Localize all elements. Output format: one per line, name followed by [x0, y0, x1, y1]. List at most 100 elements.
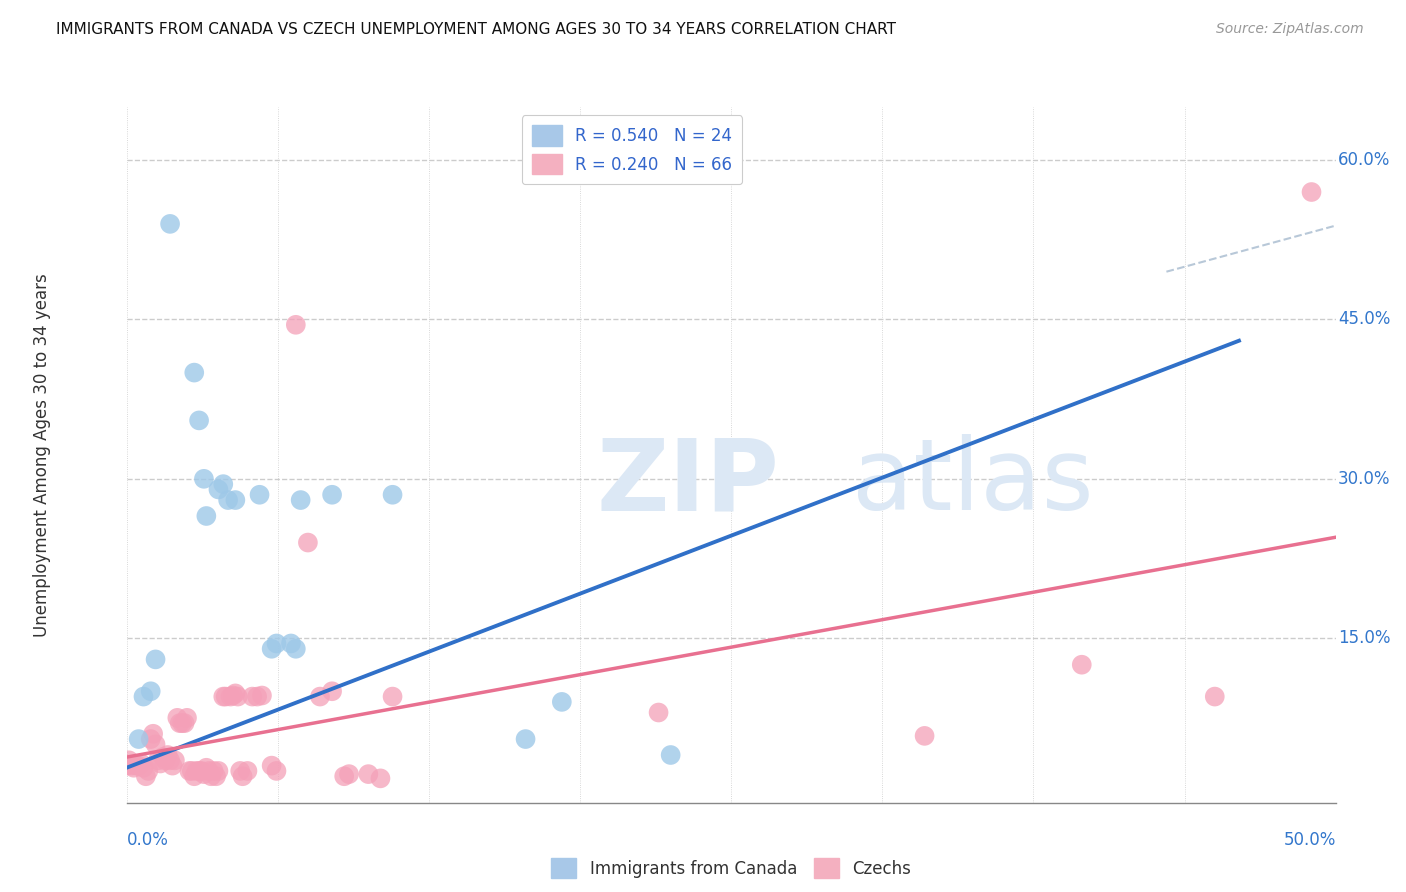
- Point: [260, 641, 283, 656]
- Point: [118, 753, 141, 767]
- Point: [120, 758, 142, 772]
- Point: [159, 217, 181, 231]
- Point: [136, 764, 159, 778]
- Point: [284, 318, 307, 332]
- Point: [195, 761, 218, 775]
- Point: [246, 690, 269, 704]
- Text: 50.0%: 50.0%: [1284, 830, 1336, 848]
- Point: [149, 756, 172, 771]
- Point: [321, 488, 343, 502]
- Point: [659, 747, 682, 762]
- Point: [188, 764, 211, 778]
- Text: 30.0%: 30.0%: [1339, 470, 1391, 488]
- Point: [176, 711, 198, 725]
- Point: [280, 636, 302, 650]
- Point: [129, 756, 152, 771]
- Point: [155, 753, 177, 767]
- Point: [202, 764, 225, 778]
- Point: [266, 636, 288, 650]
- Point: [240, 690, 263, 704]
- Point: [914, 729, 936, 743]
- Legend: Immigrants from Canada, Czechs: Immigrants from Canada, Czechs: [544, 851, 918, 885]
- Point: [551, 695, 574, 709]
- Point: [217, 493, 239, 508]
- Point: [224, 493, 246, 508]
- Point: [284, 641, 307, 656]
- Text: 15.0%: 15.0%: [1339, 629, 1391, 648]
- Point: [159, 753, 181, 767]
- Point: [266, 764, 288, 778]
- Point: [249, 488, 271, 502]
- Point: [145, 738, 167, 752]
- Text: Source: ZipAtlas.com: Source: ZipAtlas.com: [1216, 22, 1364, 37]
- Point: [212, 477, 235, 491]
- Point: [183, 769, 205, 783]
- Point: [162, 758, 184, 772]
- Point: [229, 764, 252, 778]
- Point: [337, 767, 360, 781]
- Point: [142, 727, 165, 741]
- Text: 60.0%: 60.0%: [1339, 151, 1391, 169]
- Point: [200, 769, 222, 783]
- Text: ZIP: ZIP: [596, 434, 779, 532]
- Point: [179, 764, 201, 778]
- Point: [381, 488, 404, 502]
- Point: [370, 772, 392, 786]
- Point: [321, 684, 343, 698]
- Text: 45.0%: 45.0%: [1339, 310, 1391, 328]
- Point: [139, 732, 162, 747]
- Point: [156, 747, 179, 762]
- Point: [224, 686, 246, 700]
- Point: [226, 690, 249, 704]
- Point: [183, 366, 205, 380]
- Point: [152, 750, 174, 764]
- Point: [128, 732, 150, 747]
- Point: [215, 690, 238, 704]
- Point: [193, 472, 215, 486]
- Point: [197, 764, 219, 778]
- Point: [1070, 657, 1092, 672]
- Point: [207, 764, 229, 778]
- Text: 0.0%: 0.0%: [127, 830, 169, 848]
- Point: [135, 769, 157, 783]
- Point: [647, 706, 669, 720]
- Point: [260, 758, 283, 772]
- Point: [163, 753, 186, 767]
- Point: [173, 716, 195, 731]
- Point: [1301, 185, 1323, 199]
- Point: [515, 732, 537, 747]
- Point: [381, 690, 404, 704]
- Point: [333, 769, 356, 783]
- Point: [205, 769, 228, 783]
- Point: [1204, 690, 1226, 704]
- Point: [188, 413, 211, 427]
- Point: [297, 535, 319, 549]
- Point: [309, 690, 332, 704]
- Point: [145, 652, 167, 666]
- Point: [172, 716, 194, 731]
- Point: [190, 764, 212, 778]
- Point: [115, 758, 138, 772]
- Point: [166, 711, 188, 725]
- Point: [132, 761, 155, 775]
- Point: [146, 753, 169, 767]
- Point: [236, 764, 259, 778]
- Point: [128, 758, 150, 772]
- Point: [357, 767, 380, 781]
- Point: [132, 690, 155, 704]
- Point: [195, 508, 218, 523]
- Point: [186, 764, 208, 778]
- Point: [139, 684, 162, 698]
- Point: [207, 483, 229, 497]
- Point: [232, 769, 254, 783]
- Point: [193, 767, 215, 781]
- Text: IMMIGRANTS FROM CANADA VS CZECH UNEMPLOYMENT AMONG AGES 30 TO 34 YEARS CORRELATI: IMMIGRANTS FROM CANADA VS CZECH UNEMPLOY…: [56, 22, 896, 37]
- Point: [222, 689, 245, 703]
- Point: [212, 690, 235, 704]
- Point: [180, 764, 202, 778]
- Point: [250, 689, 273, 703]
- Point: [125, 758, 148, 772]
- Point: [290, 493, 312, 508]
- Text: Unemployment Among Ages 30 to 34 years: Unemployment Among Ages 30 to 34 years: [32, 273, 51, 637]
- Point: [169, 716, 191, 731]
